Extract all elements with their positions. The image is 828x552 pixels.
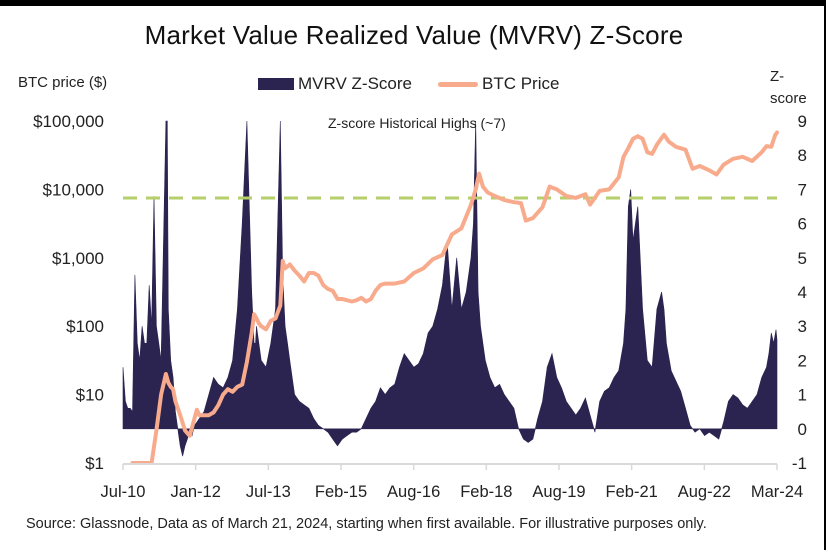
x-tick-label: Aug-16 bbox=[387, 483, 440, 501]
left-tick-label: $10 bbox=[76, 386, 104, 405]
axes-group bbox=[122, 463, 778, 470]
right-tick-label: 1 bbox=[798, 386, 807, 405]
right-tick-labels: -1 0 1 2 3 4 5 6 7 8 9 bbox=[792, 112, 807, 473]
x-tick-label: Aug-19 bbox=[532, 483, 585, 501]
right-axis-label: Z- score bbox=[770, 66, 807, 110]
right-tick-label: 8 bbox=[798, 146, 807, 165]
right-tick-label: 3 bbox=[798, 317, 807, 336]
right-tick-label: 5 bbox=[798, 249, 807, 268]
right-axis-label-line1: Z- bbox=[770, 68, 785, 85]
x-tick-label: Feb-15 bbox=[315, 483, 367, 501]
x-tick-label: Aug-22 bbox=[678, 483, 731, 501]
left-tick-label: $100 bbox=[66, 317, 104, 336]
chart-title: Market Value Realized Value (MVRV) Z-Sco… bbox=[144, 20, 684, 50]
x-tick-label: Jul-13 bbox=[246, 483, 291, 501]
reference-annotation: Z-score Historical Highs (~7) bbox=[328, 115, 506, 131]
legend-label-price: BTC Price bbox=[482, 74, 560, 93]
x-tick-label: Feb-21 bbox=[606, 483, 658, 501]
left-tick-label: $100,000 bbox=[33, 112, 104, 131]
x-tick-labels: Jul-10 Jan-12 Jul-13 Feb-15 Aug-16 Feb-18 Aug-… bbox=[101, 483, 804, 501]
right-tick-label: 9 bbox=[798, 112, 807, 131]
right-tick-label: 0 bbox=[798, 420, 807, 439]
legend-swatch-price bbox=[438, 81, 478, 87]
x-tick-label: Feb-18 bbox=[460, 483, 512, 501]
right-tick-label: 2 bbox=[798, 351, 807, 370]
x-tick-label: Mar-24 bbox=[751, 483, 803, 501]
zscore-area-group bbox=[122, 120, 778, 457]
x-tick-label: Jan-12 bbox=[170, 483, 220, 501]
zscore-area bbox=[122, 120, 778, 457]
legend-label-zscore: MVRV Z-Score bbox=[298, 74, 412, 93]
legend-swatch-zscore bbox=[258, 78, 294, 90]
right-tick-label: 7 bbox=[798, 180, 807, 199]
price-line-group bbox=[130, 130, 779, 465]
left-tick-label: $1 bbox=[85, 454, 104, 473]
legend: MVRV Z-Score BTC Price bbox=[258, 74, 559, 94]
price-line bbox=[130, 130, 779, 465]
left-tick-label: $10,000 bbox=[43, 180, 104, 199]
left-tick-label: $1,000 bbox=[52, 249, 104, 268]
left-tick-labels: $1 $10 $100 $1,000 $10,000 $100,000 bbox=[33, 112, 104, 473]
source-note: Source: Glassnode, Data as of March 21, … bbox=[26, 516, 707, 532]
left-axis-label: BTC price ($) bbox=[18, 74, 108, 91]
right-tick-label: -1 bbox=[792, 454, 807, 473]
x-tick-label: Jul-10 bbox=[101, 483, 146, 501]
right-tick-label: 6 bbox=[798, 215, 807, 234]
right-axis-label-line2: score bbox=[770, 90, 807, 107]
right-tick-label: 4 bbox=[798, 283, 807, 302]
